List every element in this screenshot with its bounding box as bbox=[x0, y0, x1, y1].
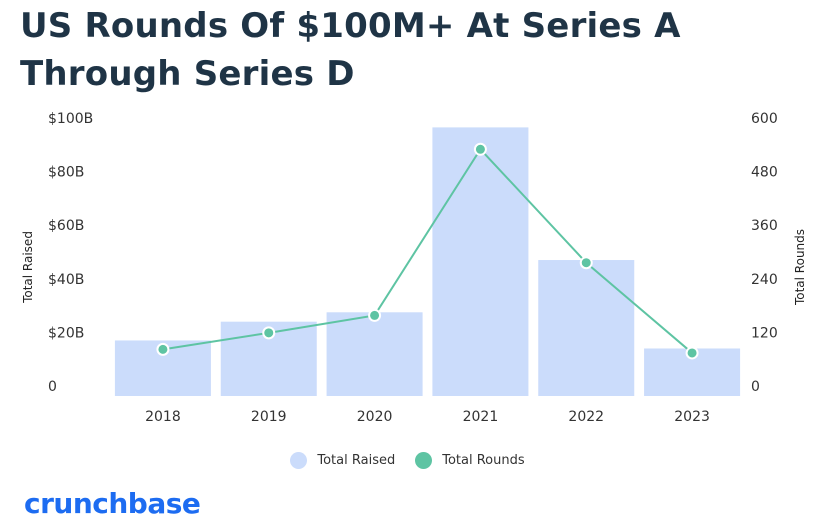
bar-2020[interactable] bbox=[326, 312, 423, 396]
legend-label-total-rounds: Total Rounds bbox=[442, 453, 525, 468]
y-axis-title-left: Total Raised bbox=[21, 231, 35, 304]
point-2020[interactable] bbox=[368, 308, 382, 322]
point-2022[interactable] bbox=[579, 256, 593, 270]
point-2018[interactable] bbox=[156, 342, 170, 356]
chart-title: US Rounds Of $100M+ At Series A Through … bbox=[20, 6, 681, 94]
legend-item-total-raised[interactable]: Total Raised bbox=[290, 452, 395, 469]
bars-layer bbox=[114, 127, 741, 396]
x-tick-2022: 2022 bbox=[568, 409, 604, 425]
y-axis-title-right: Total Rounds bbox=[793, 229, 807, 306]
crunchbase-logo: crunchbase bbox=[24, 487, 201, 520]
y-tick-right: 360 bbox=[751, 218, 778, 234]
y-tick-right: 120 bbox=[751, 325, 778, 341]
y-tick-left: 0 bbox=[48, 379, 57, 395]
y-tick-right: 600 bbox=[751, 111, 778, 127]
x-tick-2020: 2020 bbox=[357, 409, 393, 425]
point-2019[interactable] bbox=[262, 326, 276, 340]
y-tick-left: $80B bbox=[48, 165, 84, 181]
y-tick-left: $100B bbox=[48, 111, 93, 127]
legend-swatch-total-rounds bbox=[415, 452, 433, 469]
legend-swatch-total-raised bbox=[290, 452, 308, 469]
legend: Total Raised Total Rounds bbox=[0, 452, 815, 469]
y-tick-right: 0 bbox=[751, 379, 760, 395]
legend-item-total-rounds[interactable]: Total Rounds bbox=[415, 452, 525, 469]
ticks-layer: 0 $20B $40B $60B $80B $100B 0 120 240 360 480 600 20… bbox=[48, 111, 778, 425]
point-2023[interactable] bbox=[685, 346, 699, 360]
y-tick-left: $40B bbox=[48, 272, 84, 288]
y-tick-right: 240 bbox=[751, 272, 778, 288]
line-layer bbox=[156, 142, 699, 360]
bar-2021[interactable] bbox=[432, 127, 529, 396]
point-2021[interactable] bbox=[473, 142, 487, 156]
combo-chart: Total Raised Total Rounds 0 $20B $40B $60B $… bbox=[21, 111, 807, 425]
y-tick-left: $20B bbox=[48, 325, 84, 341]
line-total-rounds bbox=[162, 147, 693, 354]
y-tick-right: 480 bbox=[751, 165, 778, 181]
y-tick-left: $60B bbox=[48, 218, 84, 234]
x-tick-2019: 2019 bbox=[251, 409, 287, 425]
legend-label-total-raised: Total Raised bbox=[317, 453, 396, 468]
x-tick-2023: 2023 bbox=[674, 409, 710, 425]
x-tick-2018: 2018 bbox=[145, 409, 181, 425]
bar-2022[interactable] bbox=[538, 260, 635, 396]
x-tick-2021: 2021 bbox=[463, 409, 499, 425]
